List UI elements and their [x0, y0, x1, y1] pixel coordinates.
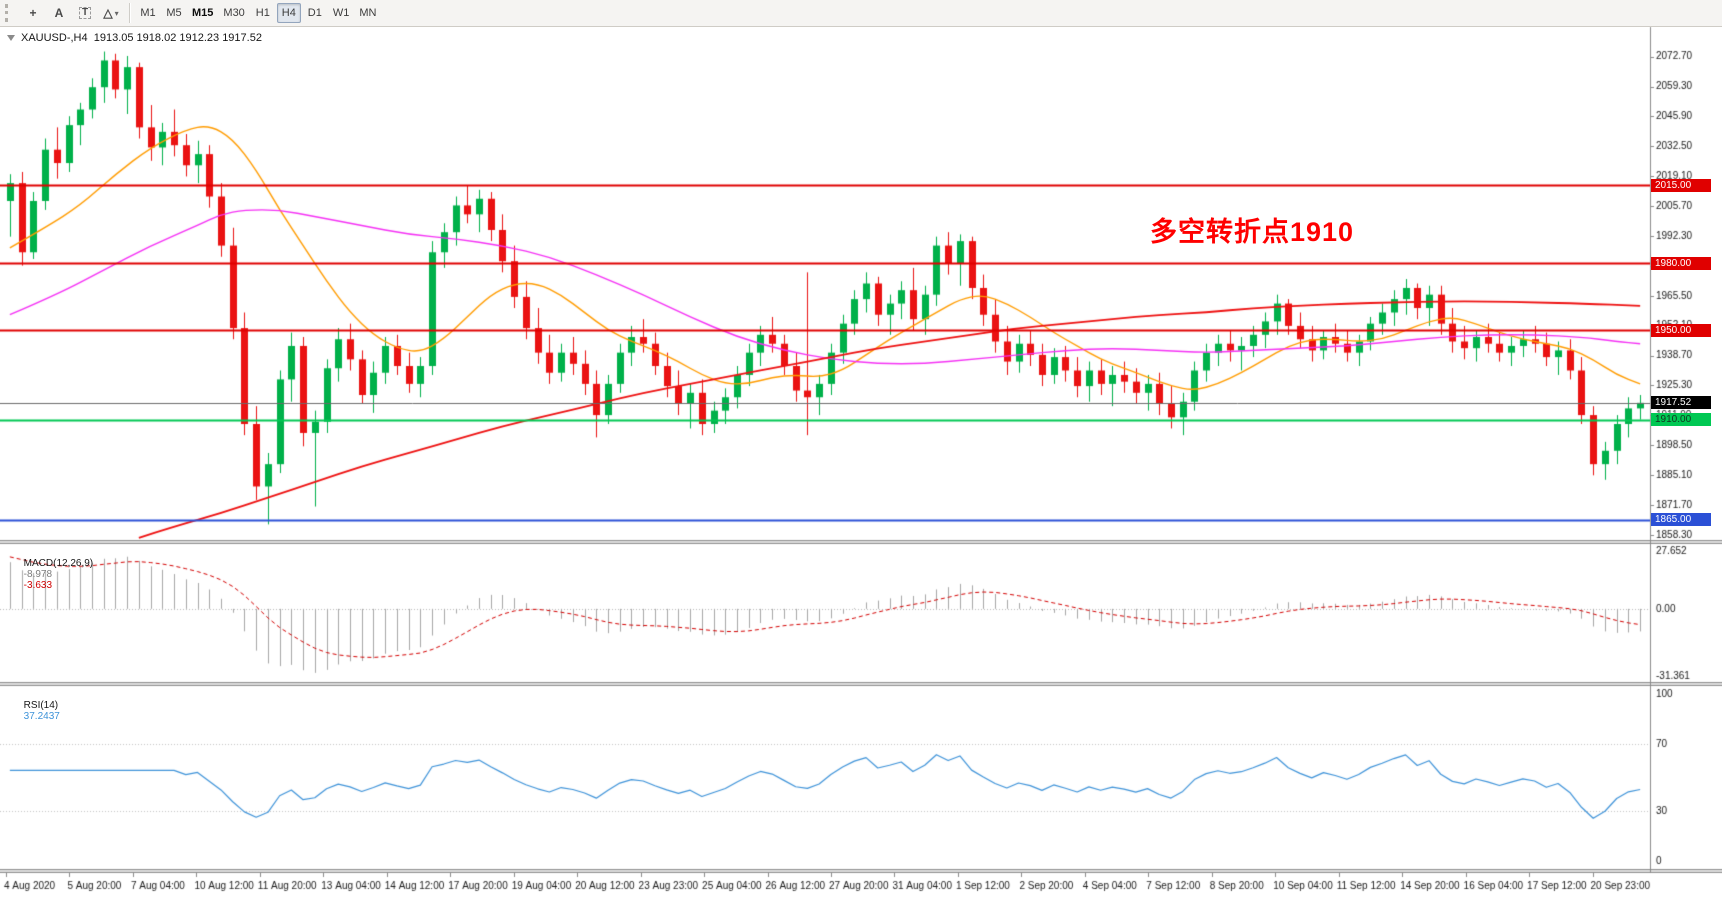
timeframe-button-m5[interactable]: M5	[166, 7, 182, 19]
text-tool-button[interactable]: A	[47, 3, 71, 23]
price-badge-1917.52: 1917.52	[1651, 396, 1711, 410]
crosshair-icon: +	[29, 6, 37, 20]
crosshair-tool-button[interactable]: +	[21, 3, 45, 23]
timeframe-button-m15[interactable]: M15	[192, 7, 214, 19]
text-tool-icon: A	[54, 6, 64, 20]
text-label-icon: T	[78, 7, 92, 19]
timeframe-button-d1[interactable]: D1	[307, 7, 322, 19]
price-badge-2015.00: 2015.00	[1651, 178, 1711, 192]
macd-value-signal: -3.633	[23, 580, 53, 591]
price-badge-1980.00: 1980.00	[1651, 256, 1711, 270]
timeframe-button-m1[interactable]: M1	[140, 7, 156, 19]
drawing-tools-group: + A T △ ▾	[20, 3, 124, 23]
toolbar: + A T △ ▾ M1 M5 M15 M30 H1 H4 D1 W1 MN	[0, 0, 1722, 27]
timeframe-button-w1[interactable]: W1	[332, 7, 350, 19]
shapes-icon: △	[103, 6, 113, 20]
price-badge-1865.00: 1865.00	[1651, 513, 1711, 527]
chart-shift-icon	[7, 35, 15, 41]
price-badge-1910.00: 1910.00	[1651, 413, 1711, 427]
toolbar-drag-handle[interactable]	[5, 4, 15, 22]
text-label-tool-button[interactable]: T	[73, 3, 97, 23]
chart-title-text: XAUUSD-,H4 1913.05 1918.02 1912.23 1917.…	[21, 32, 262, 44]
toolbar-separator	[129, 3, 130, 23]
price-annotation[interactable]: 多空转折点1910	[1150, 217, 1355, 247]
rsi-label-name: RSI(14)	[23, 700, 59, 711]
timeframes-group: M1 M5 M15 M30 H1 H4 D1 W1 MN	[135, 3, 381, 23]
price-badge-1950.00: 1950.00	[1651, 323, 1711, 337]
shapes-tool-button[interactable]: △ ▾	[99, 3, 123, 23]
rsi-value: 37.2437	[23, 711, 60, 722]
dropdown-caret-icon: ▾	[114, 8, 119, 18]
macd-indicator-label: MACD(12,26,9) -8.978 -3.633	[7, 547, 96, 602]
chart-title: XAUUSD-,H4 1913.05 1918.02 1912.23 1917.…	[7, 32, 262, 44]
timeframe-button-h4[interactable]: H4	[276, 3, 301, 23]
timeframe-button-m30[interactable]: M30	[223, 7, 245, 19]
macd-label-name: MACD(12,26,9)	[23, 558, 94, 569]
timeframe-button-h1[interactable]: H1	[255, 7, 270, 19]
macd-value-main: -8.978	[23, 569, 53, 580]
timeframe-button-mn[interactable]: MN	[359, 7, 377, 19]
rsi-indicator-label: RSI(14) 37.2437	[7, 689, 61, 733]
